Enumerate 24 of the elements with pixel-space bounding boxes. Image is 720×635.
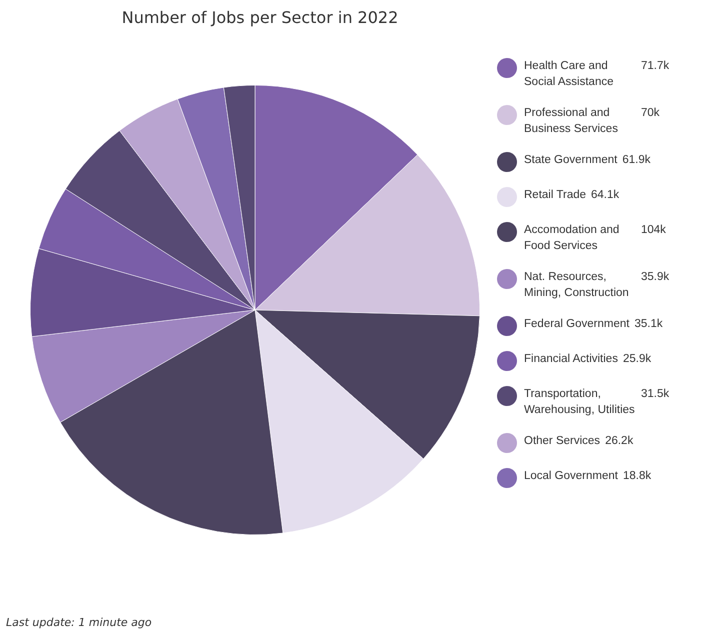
data-label: 70k [641, 106, 660, 121]
legend-label: Transportation, Warehousing, Utilities [524, 387, 636, 418]
data-label: 25.9k [622, 352, 652, 367]
data-label: 31.5k [641, 387, 670, 402]
data-label: 104k [641, 223, 666, 238]
legend-label: Retail Trade [524, 188, 586, 203]
legend-label: Nat. Resources, Mining, Construction [524, 270, 630, 301]
data-label: 61.9k [622, 153, 650, 168]
legend-label: Professional and Business Services [524, 106, 619, 137]
data-label: 35.1k [634, 317, 663, 332]
text: Last update: 1 minute ago [6, 616, 152, 629]
data-label: 26.2k [605, 434, 634, 449]
data-label: 18.8k [622, 469, 652, 484]
data-label: 64.1k [591, 188, 620, 203]
data-label: 71.7k [641, 59, 670, 74]
legend-label: Health Care and Social Assistance [524, 59, 614, 90]
legend-label: Accomodation and Food Services [524, 223, 620, 254]
legend-label: State Government [524, 153, 618, 168]
data-label: 35.9k [641, 270, 670, 285]
legend-label: Financial Activities [524, 352, 618, 367]
legend-label: Other Services [524, 434, 600, 449]
chart-title: Number of Jobs per Sector in 2022 [120, 8, 400, 27]
legend-label: Federal Government [524, 317, 630, 332]
legend-label: Local Government [524, 469, 618, 484]
